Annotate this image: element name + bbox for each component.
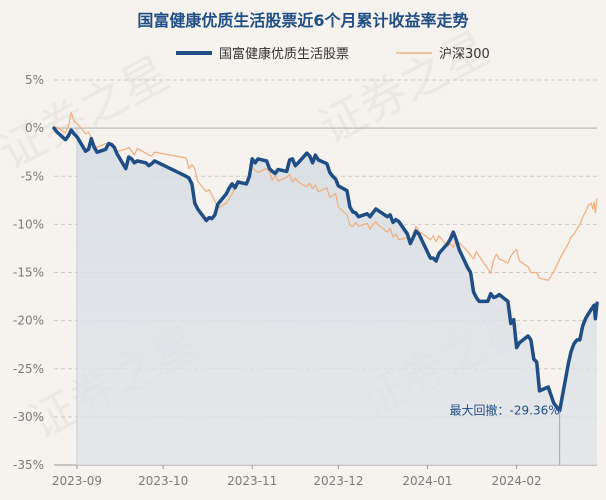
plot-area [52,112,599,465]
y-tick-label: 0% [25,121,44,135]
y-tick-label: -5% [21,169,44,183]
x-tick-label: 2024-02 [491,474,541,488]
legend: 国富健康优质生活股票 沪深300 [176,46,490,62]
series-line-csi300 [53,112,598,281]
y-tick-label: -20% [13,314,44,328]
y-tick-label: -35% [13,458,44,472]
y-tick-label: -15% [13,266,44,280]
y-tick-label: -10% [13,217,44,231]
fund-area [77,128,597,465]
x-tick-label: 2024-01 [402,474,452,488]
y-axis: 5% 0% -5% -10% -15% -20% -25% -30% -35% [13,73,44,472]
watermark-text: 证券之星 [310,21,498,155]
x-tick-label: 2023-12 [313,474,363,488]
legend-label-fund: 国富健康优质生活股票 [219,46,349,62]
grid [54,79,597,466]
max-drawdown-label: 最大回撤：-29.36% [450,403,560,418]
legend-label-index: 沪深300 [439,46,490,62]
y-tick-label: 5% [25,73,44,87]
x-axis: 2023-09 2023-10 2023-11 2023-12 2024-01 2024-… [52,464,597,488]
y-tick-label: -25% [13,362,44,376]
annotations: 最大回撤：-29.36% [450,403,561,465]
x-tick-label: 2023-10 [138,474,188,488]
x-tick-label: 2023-11 [227,474,277,488]
chart-title: 国富健康优质生活股票近6个月累计收益率走势 [137,11,468,30]
y-tick-label: -30% [13,410,44,424]
x-tick-label: 2023-09 [52,474,102,488]
series-line-fund [52,126,599,413]
